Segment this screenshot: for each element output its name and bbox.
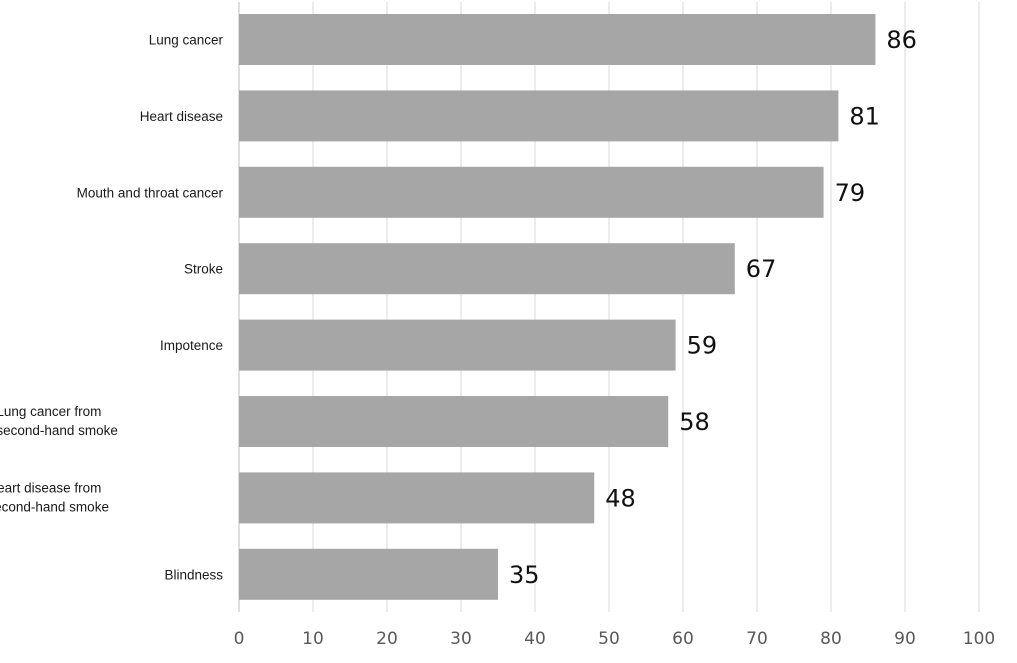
x-tick-label: 20	[376, 629, 398, 649]
data-label: 59	[687, 332, 718, 360]
x-tick-label: 30	[450, 629, 472, 649]
category-label: Blindness	[164, 567, 223, 582]
bars	[239, 14, 876, 600]
category-label-line: second-hand smoke	[0, 499, 109, 514]
x-tick-label: 90	[894, 629, 916, 649]
category-label: Lung cancer from second-hand smoke	[0, 404, 118, 438]
category-label: Lung cancer	[149, 33, 224, 48]
data-label: 79	[835, 179, 866, 207]
bar	[239, 166, 824, 218]
data-label: 67	[746, 255, 777, 283]
category-label: Heart disease	[140, 109, 223, 124]
bar	[239, 472, 595, 524]
x-tick-label: 40	[524, 629, 546, 649]
category-label: Impotence	[160, 338, 223, 353]
category-label: Heart disease from second-hand smoke	[0, 480, 109, 514]
x-tick-label: 60	[672, 629, 694, 649]
category-label-line: Lung cancer from	[0, 404, 101, 419]
x-tick-label: 100	[963, 629, 995, 649]
bar	[239, 14, 876, 65]
category-label-line: Heart disease from	[0, 480, 101, 495]
data-label: 86	[886, 26, 917, 54]
data-labels: 86 81 79 67 59 58 48 35	[509, 26, 917, 589]
data-label: 35	[509, 561, 540, 589]
x-tick-label: 10	[302, 629, 324, 649]
x-axis-tick-labels: 0 10 20 30 40 50 60 70 80 90 100	[234, 629, 996, 649]
x-tick-label: 0	[234, 629, 245, 649]
data-label: 48	[605, 484, 636, 512]
data-label: 58	[679, 408, 710, 436]
bar	[239, 90, 839, 142]
x-tick-label: 70	[746, 629, 768, 649]
category-labels: Lung cancer Heart disease Mouth and throat…	[0, 33, 223, 583]
data-label: 81	[849, 102, 880, 130]
bar	[239, 319, 676, 371]
bar	[239, 396, 669, 447]
x-tick-label: 50	[598, 629, 620, 649]
x-tick-label: 80	[820, 629, 842, 649]
category-label: Stroke	[184, 262, 223, 277]
category-label-line: second-hand smoke	[0, 423, 118, 438]
bar	[239, 548, 498, 600]
bar	[239, 243, 735, 295]
category-label: Mouth and throat cancer	[77, 185, 224, 200]
